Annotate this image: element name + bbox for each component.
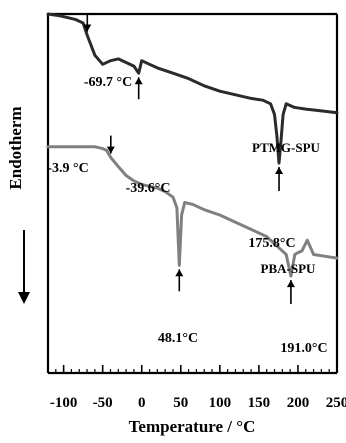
x-tick-label: -50 [93, 395, 113, 411]
annotation-label: -69.7 °C [84, 75, 132, 90]
annotation-arrowhead [106, 146, 115, 154]
x-tick-label: 50 [173, 395, 188, 411]
y-axis-arrow-head [18, 292, 30, 304]
annotation-arrowhead [134, 77, 143, 85]
annotation-arrowhead [175, 269, 184, 277]
y-axis-title: Endotherm [6, 106, 25, 189]
x-tick-label: 200 [287, 395, 310, 411]
series-labels: PTMG-SPU PBA-SPU [252, 140, 320, 276]
series-label-pba-spu: PBA-SPU [261, 261, 317, 276]
x-tick-label: 250 [326, 395, 346, 411]
annotation-label: -39.6°C [126, 181, 171, 196]
x-ticks: -100 -50 0 50 100 150 200 250 [50, 365, 346, 411]
annotation-label: 191.0°C [280, 341, 327, 356]
series-label-ptmg-spu: PTMG-SPU [252, 140, 320, 155]
series-line-ptmg-spu [46, 12, 339, 165]
annotation-label: 48.1°C [158, 331, 198, 346]
series-lines [46, 12, 339, 278]
x-tick-label: 0 [138, 395, 146, 411]
series-line-pba-spu [46, 145, 339, 278]
annotation-label: -3.9 °C [47, 161, 88, 176]
x-axis-title: Temperature / °C [129, 417, 256, 436]
x-tick-label: 100 [209, 395, 232, 411]
x-tick-label: -100 [50, 395, 78, 411]
annotation-arrowhead [83, 24, 92, 32]
annotations: -69.7 °C -3.9 °C 175.8°C -39.6°C 48.1°C 191.0… [47, 13, 328, 356]
annotation-arrowhead [286, 280, 295, 288]
annotation-label: 175.8°C [248, 236, 295, 251]
x-tick-label: 150 [248, 395, 271, 411]
annotation-arrowhead [275, 166, 284, 174]
